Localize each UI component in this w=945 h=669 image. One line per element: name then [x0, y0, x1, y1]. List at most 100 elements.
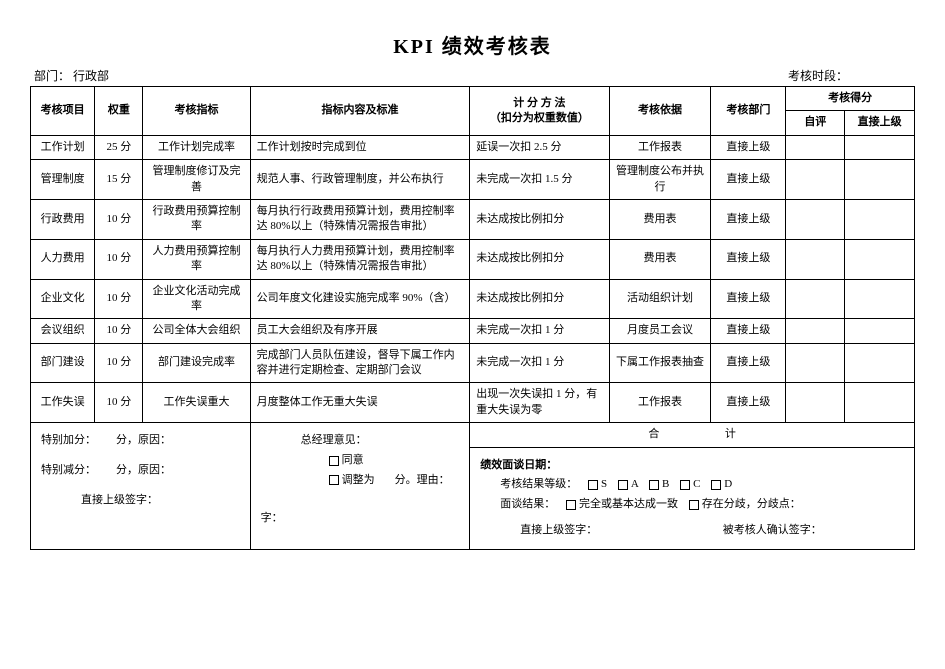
cell-weight: 10 分: [95, 343, 143, 383]
cell-dept: 直接上级: [711, 383, 786, 423]
table-row: 人力费用10 分人力费用预算控制率每月执行人力费用预算计划，费用控制率达 80%…: [31, 239, 915, 279]
th-score: 考核得分: [786, 87, 915, 111]
cell-self: [786, 160, 845, 200]
th-basis: 考核依据: [609, 87, 711, 136]
cell-method: 延误一次扣 2.5 分: [470, 135, 609, 159]
cell-self: [786, 343, 845, 383]
cell-indicator: 行政费用预算控制率: [143, 199, 250, 239]
cell-method: 未完成一次扣 1 分: [470, 319, 609, 343]
checkbox-result-b-icon[interactable]: [689, 500, 699, 510]
cell-indicator: 企业文化活动完成率: [143, 279, 250, 319]
cell-item: 企业文化: [31, 279, 95, 319]
cell-content: 月度整体工作无重大失误: [250, 383, 470, 423]
cell-method: 未达成按比例扣分: [470, 199, 609, 239]
footer-right: 绩效面谈日期： 考核结果等级： S A B C D 面谈结果： 完全或基本达成一…: [470, 447, 915, 549]
cell-weight: 10 分: [95, 239, 143, 279]
cell-method: 未达成按比例扣分: [470, 239, 609, 279]
cell-self: [786, 319, 845, 343]
cell-weight: 10 分: [95, 319, 143, 343]
table-row: 管理制度15 分管理制度修订及完善规范人事、行政管理制度，并公布执行未完成一次扣…: [31, 160, 915, 200]
cell-basis: 工作报表: [609, 383, 711, 423]
page-title: KPI 绩效考核表: [30, 30, 915, 59]
cell-weight: 10 分: [95, 383, 143, 423]
checkbox-adjust-icon[interactable]: [329, 475, 339, 485]
cell-content: 每月执行人力费用预算计划，费用控制率达 80%以上（特殊情况需报告审批）: [250, 239, 470, 279]
th-dept: 考核部门: [711, 87, 786, 136]
cell-dept: 直接上级: [711, 319, 786, 343]
cell-indicator: 工作失误重大: [143, 383, 250, 423]
cell-content: 规范人事、行政管理制度，并公布执行: [250, 160, 470, 200]
cell-method: 未完成一次扣 1.5 分: [470, 160, 609, 200]
cell-content: 完成部门人员队伍建设，督导下属工作内容并进行定期检查、定期部门会议: [250, 343, 470, 383]
cell-dept: 直接上级: [711, 279, 786, 319]
cell-basis: 活动组织计划: [609, 279, 711, 319]
cell-indicator: 工作计划完成率: [143, 135, 250, 159]
cell-sup: [845, 160, 915, 200]
header-row-1: 考核项目 权重 考核指标 指标内容及标准 计 分 方 法 （扣分为权重数值） 考…: [31, 87, 915, 111]
cell-item: 工作失误: [31, 383, 95, 423]
footer-left: 特别加分：分，原因： 特别减分：分，原因： 直接上级签字：: [31, 423, 251, 550]
th-method: 计 分 方 法 （扣分为权重数值）: [470, 87, 609, 136]
cell-dept: 直接上级: [711, 160, 786, 200]
cell-basis: 费用表: [609, 239, 711, 279]
cell-self: [786, 239, 845, 279]
checkbox-result-a-icon[interactable]: [566, 500, 576, 510]
checkbox-grade-a-icon[interactable]: [618, 480, 628, 490]
cell-item: 人力费用: [31, 239, 95, 279]
cell-content: 每月执行行政费用预算计划，费用控制率达 80%以上（特殊情况需报告审批）: [250, 199, 470, 239]
cell-item: 会议组织: [31, 319, 95, 343]
table-row: 行政费用10 分行政费用预算控制率每月执行行政费用预算计划，费用控制率达 80%…: [31, 199, 915, 239]
cell-item: 工作计划: [31, 135, 95, 159]
cell-basis: 月度员工会议: [609, 319, 711, 343]
cell-basis: 管理制度公布并执行: [609, 160, 711, 200]
cell-method: 出现一次失误扣 1 分，有重大失误为零: [470, 383, 609, 423]
footer-row-total: 特别加分：分，原因： 特别减分：分，原因： 直接上级签字： 总经理意见： 同意 …: [31, 423, 915, 447]
meta-row: 部门： 行政部 考核时段：: [30, 67, 915, 84]
cell-indicator: 部门建设完成率: [143, 343, 250, 383]
cell-basis: 下属工作报表抽查: [609, 343, 711, 383]
cell-indicator: 公司全体大会组织: [143, 319, 250, 343]
table-row: 工作失误10 分工作失误重大月度整体工作无重大失误出现一次失误扣 1 分，有重大…: [31, 383, 915, 423]
th-weight: 权重: [95, 87, 143, 136]
cell-content: 公司年度文化建设实施完成率 90%（含）: [250, 279, 470, 319]
cell-method: 未达成按比例扣分: [470, 279, 609, 319]
cell-self: [786, 135, 845, 159]
cell-basis: 工作报表: [609, 135, 711, 159]
cell-dept: 直接上级: [711, 199, 786, 239]
checkbox-agree-icon[interactable]: [329, 456, 339, 466]
checkbox-grade-d-icon[interactable]: [711, 480, 721, 490]
footer-mid: 总经理意见： 同意 调整为分。理由： 字：: [250, 423, 470, 550]
cell-content: 员工大会组织及有序开展: [250, 319, 470, 343]
cell-self: [786, 199, 845, 239]
cell-content: 工作计划按时完成到位: [250, 135, 470, 159]
th-superior: 直接上级: [845, 111, 915, 135]
cell-sup: [845, 135, 915, 159]
table-row: 会议组织10 分公司全体大会组织员工大会组织及有序开展未完成一次扣 1 分月度员…: [31, 319, 915, 343]
kpi-table: 考核项目 权重 考核指标 指标内容及标准 计 分 方 法 （扣分为权重数值） 考…: [30, 86, 915, 550]
table-row: 部门建设10 分部门建设完成率完成部门人员队伍建设，督导下属工作内容并进行定期检…: [31, 343, 915, 383]
cell-weight: 25 分: [95, 135, 143, 159]
checkbox-grade-c-icon[interactable]: [680, 480, 690, 490]
checkbox-grade-s-icon[interactable]: [588, 480, 598, 490]
cell-dept: 直接上级: [711, 135, 786, 159]
cell-item: 部门建设: [31, 343, 95, 383]
cell-weight: 10 分: [95, 199, 143, 239]
cell-self: [786, 279, 845, 319]
cell-basis: 费用表: [609, 199, 711, 239]
cell-indicator: 管理制度修订及完善: [143, 160, 250, 200]
cell-sup: [845, 343, 915, 383]
checkbox-grade-b-icon[interactable]: [649, 480, 659, 490]
cell-indicator: 人力费用预算控制率: [143, 239, 250, 279]
cell-method: 未完成一次扣 1 分: [470, 343, 609, 383]
cell-item: 管理制度: [31, 160, 95, 200]
dept-label: 部门：: [34, 69, 70, 83]
cell-sup: [845, 383, 915, 423]
period-label: 考核时段：: [788, 69, 848, 83]
cell-dept: 直接上级: [711, 343, 786, 383]
cell-self: [786, 383, 845, 423]
cell-weight: 10 分: [95, 279, 143, 319]
cell-sup: [845, 199, 915, 239]
th-self: 自评: [786, 111, 845, 135]
table-row: 工作计划25 分工作计划完成率工作计划按时完成到位延误一次扣 2.5 分工作报表…: [31, 135, 915, 159]
cell-sup: [845, 239, 915, 279]
